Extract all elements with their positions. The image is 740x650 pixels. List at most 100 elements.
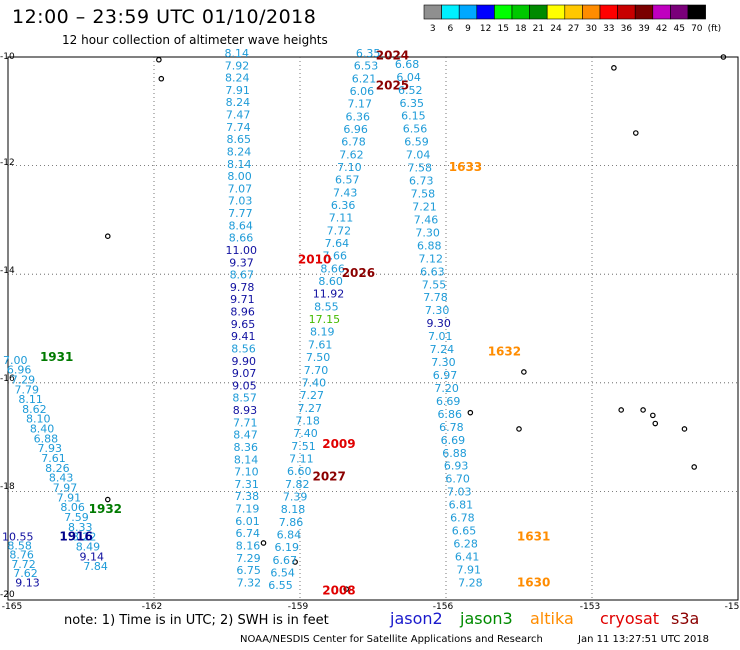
pass-time-label: 2008 (322, 584, 355, 598)
pass-time-label: 1932 (89, 502, 122, 516)
swh-value-label: 8.67 (230, 269, 255, 282)
swh-value-label: 7.03 (228, 195, 253, 208)
swh-value-label: 7.43 (333, 186, 358, 199)
pass-time-label: 2027 (312, 470, 345, 484)
swh-value-label: 7.58 (407, 162, 432, 175)
swh-value-label: 8.26 (45, 462, 70, 475)
swh-value-label: 7.40 (293, 427, 318, 440)
swh-value-label: 7.00 (3, 354, 28, 367)
swh-value-label: 6.65 (452, 525, 477, 538)
swh-value-label: 7.72 (327, 224, 352, 237)
swh-value-label: 9.14 (80, 550, 105, 563)
colorbar-label: 42 (656, 24, 667, 34)
swh-value-label: 7.93 (37, 442, 62, 455)
colorbar-label: 36 (621, 24, 633, 34)
colorbar-label: 39 (638, 24, 650, 34)
swh-value-label: 8.14 (234, 453, 259, 466)
swh-value-label: 6.96 (343, 123, 368, 136)
track-altika-1633: 1633 (449, 160, 482, 174)
track-altika-1630: 1630 (517, 575, 550, 589)
swh-value-label: 7.19 (235, 503, 260, 516)
swh-value-label: 8.60 (318, 275, 343, 288)
swh-value-label: 11.92 (313, 288, 345, 301)
mission-jason2-label: jason2 (390, 609, 443, 628)
legend-note: note: 1) Time is in UTC; 2) SWH is in fe… (64, 613, 329, 628)
swh-value-label: 7.03 (447, 486, 472, 499)
swh-value-label: 7.30 (431, 356, 456, 369)
track-jason2-1916: 10.558.588.767.727.629.13 1916 (2, 529, 93, 589)
island-shape (640, 407, 646, 413)
swh-value-label: 7.28 (458, 576, 483, 589)
track-altika-right-track: 6.686.046.526.356.156.566.597.047.586.73… (395, 58, 483, 590)
swh-value-label: 8.06 (60, 501, 85, 514)
island-shape (681, 426, 688, 432)
swh-value-label: 6.69 (441, 434, 466, 447)
page-title: 12:00 – 23:59 UTC 01/10/2018 (12, 6, 317, 28)
swh-value-label: 6.36 (331, 199, 356, 212)
swh-value-label: 7.74 (226, 121, 251, 134)
swh-value-label: 6.81 (449, 499, 474, 512)
island-shape (158, 75, 165, 82)
y-tick-label: -18 (0, 482, 15, 492)
swh-value-label: 6.73 (409, 175, 434, 188)
mission-cryosat-label: cryosat (600, 609, 660, 628)
swh-value-label: 8.00 (227, 170, 252, 183)
island-shape (104, 496, 111, 503)
swh-value-label: 7.20 (434, 382, 459, 395)
swh-value-label: 6.84 (277, 528, 302, 541)
swh-value-label: 8.62 (22, 403, 47, 416)
island-shape (260, 540, 267, 546)
pass-time-label: 2009 (322, 437, 355, 451)
track-s3a-2024: 2024 (376, 49, 409, 63)
swh-value-label: 6.01 (235, 515, 260, 528)
track-jason3-1931: 7.006.967.297.798.118.628.108.406.887.93… (3, 350, 108, 573)
swh-value-label: 6.04 (396, 71, 421, 84)
swh-value-label: 7.71 (233, 416, 258, 429)
colorbar: 3 6 9 12 15 18 21 24 27 30 33 36 39 42 45 70 (ft) (423, 4, 721, 34)
swh-value-label: 7.62 (13, 567, 38, 580)
swh-value-label: 17.15 (309, 313, 341, 326)
swh-value-label: 7.66 (323, 250, 348, 263)
island-shape (650, 412, 656, 419)
swh-value-label: 6.60 (287, 465, 312, 478)
swh-value-label: 7.51 (291, 440, 316, 453)
island-shape (343, 586, 350, 592)
track-s3a-2026: 2026 (342, 266, 375, 280)
swh-value-label: 8.33 (68, 521, 93, 534)
swh-value-label: 7.07 (228, 182, 253, 195)
swh-value-label: 6.68 (395, 58, 420, 71)
swh-value-label: 6.35 (356, 47, 381, 60)
swh-value-label: 7.10 (337, 161, 362, 174)
swh-value-label: 7.38 (235, 490, 260, 503)
swh-value-label: 7.77 (228, 207, 253, 220)
colorbar-swatch (511, 4, 530, 20)
swh-value-label: 8.58 (7, 540, 32, 553)
pass-time-label: 2026 (342, 266, 375, 280)
colorbar-label: 6 (448, 24, 454, 34)
track-altika-1632: 1632 (488, 345, 521, 359)
pass-time-label: 1931 (40, 350, 73, 364)
swh-value-label: 9.07 (232, 367, 257, 380)
swh-value-label: 6.57 (335, 174, 360, 187)
swh-value-label: 8.49 (76, 540, 101, 553)
colorbar-swatch (599, 4, 618, 20)
swh-value-label: 7.46 (414, 213, 439, 226)
swh-value-label: 7.04 (406, 149, 431, 162)
swh-value-label: 7.70 (304, 364, 329, 377)
colorbar-swatch (458, 4, 478, 20)
swh-value-label: 9.30 (426, 317, 451, 330)
swh-value-label: 6.97 (433, 369, 458, 382)
swh-value-label: 8.47 (233, 429, 258, 442)
swh-value-label: 6.78 (450, 512, 475, 525)
swh-value-label: 8.22 (72, 531, 97, 544)
swh-value-label: 9.13 (15, 576, 40, 589)
swh-value-label: 6.36 (345, 110, 370, 123)
swh-value-label: 8.16 (236, 539, 261, 552)
swh-value-label: 7.92 (225, 59, 250, 72)
swh-value-label: 7.82 (285, 478, 310, 491)
swh-value-label: 7.31 (234, 478, 259, 491)
pass-time-label: 1916 (59, 529, 92, 543)
track-cryosat-2009: 2009 (322, 437, 355, 451)
colorbar-label: 30 (585, 24, 597, 34)
